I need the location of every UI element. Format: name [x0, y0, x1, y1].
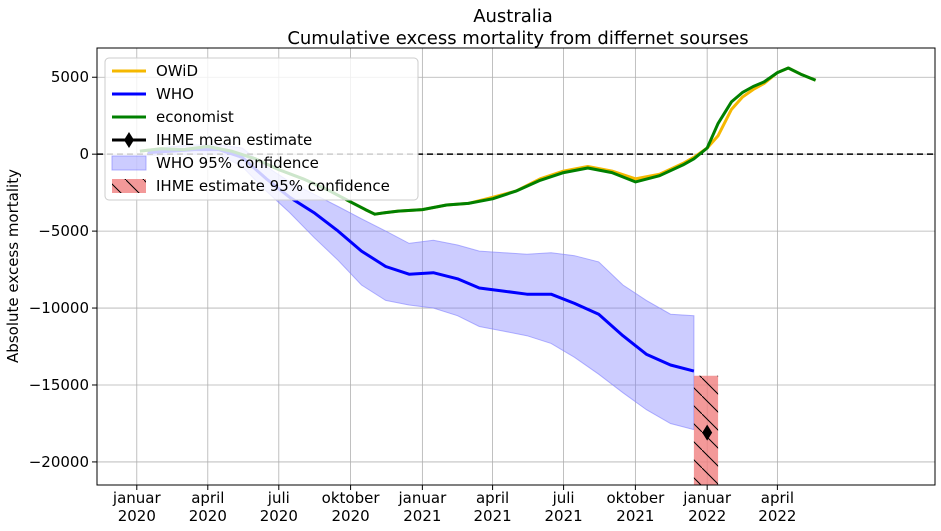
y-tick-label: 0 [79, 145, 89, 163]
axes: 50000−5000−10000−15000−20000januar2020ap… [29, 47, 936, 525]
ihme-mean-marker [702, 424, 713, 441]
x-tick-year: 2022 [688, 507, 726, 525]
x-tick-year: 2021 [616, 507, 654, 525]
legend: OWiD WHO economist IHME mean estimate WHO 95… [104, 57, 419, 201]
chart-subtitle: Cumulative excess mortality from differn… [287, 28, 748, 49]
y-tick-label: −5000 [38, 222, 89, 240]
x-tick-year: 2022 [758, 507, 796, 525]
y-axis-label: Absolute excess mortality [4, 169, 22, 363]
x-tick-year: 2021 [545, 507, 583, 525]
plot-frame [96, 47, 936, 486]
chart-title: Australia [473, 6, 553, 27]
grid [97, 48, 935, 485]
legend-label: IHME mean estimate [156, 131, 312, 149]
legend-swatch [111, 155, 147, 171]
x-tick-year: 2021 [473, 507, 511, 525]
y-tick-label: 5000 [51, 68, 89, 86]
x-tick-month: juli [552, 489, 575, 507]
x-tick-month: april [191, 489, 224, 507]
x-tick-year: 2020 [189, 507, 227, 525]
legend-label: IHME estimate 95% confidence [156, 177, 390, 195]
x-tick-year: 2021 [403, 507, 441, 525]
y-tick-label: −15000 [29, 376, 89, 394]
legend-diamond [124, 132, 134, 148]
legend-label: economist [156, 108, 234, 126]
x-tick-year: 2020 [260, 507, 298, 525]
legend-label: WHO 95% confidence [156, 154, 319, 172]
x-tick-month: oktober [606, 489, 665, 507]
y-tick-label: −10000 [29, 299, 89, 317]
y-tick-label: −20000 [29, 453, 89, 471]
x-tick-year: 2020 [331, 507, 369, 525]
x-tick-month: januar [682, 489, 732, 507]
x-tick-year: 2020 [118, 507, 156, 525]
legend-box [104, 57, 419, 201]
x-tick-month: april [476, 489, 509, 507]
x-tick-month: januar [112, 489, 162, 507]
legend-hatch [112, 179, 146, 193]
legend-label: OWiD [156, 62, 198, 80]
x-tick-month: oktober [322, 489, 381, 507]
x-tick-month: juli [267, 489, 290, 507]
x-tick-month: april [761, 489, 794, 507]
legend-label: WHO [156, 85, 194, 103]
x-tick-month: januar [398, 489, 448, 507]
